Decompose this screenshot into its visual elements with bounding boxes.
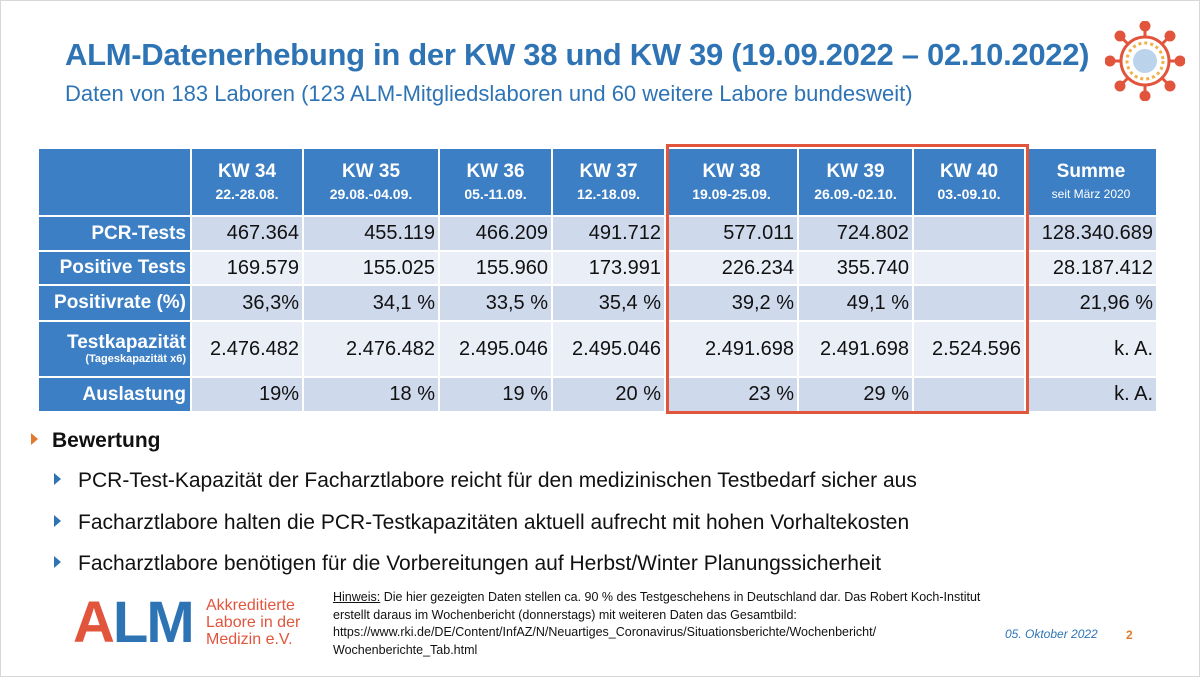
table-cell: 19% <box>192 378 302 411</box>
table-cell: 2.476.482 <box>192 322 302 376</box>
table-cell: 23 % <box>666 378 797 411</box>
table-cell: 19 % <box>440 378 551 411</box>
table-cell: 724.802 <box>799 217 912 250</box>
table-cell: 21,96 % <box>1026 286 1156 320</box>
hint-text: Hinweis: Die hier gezeigten Daten stelle… <box>333 590 981 657</box>
table-cell: 455.119 <box>304 217 438 250</box>
table-cell: 155.960 <box>440 252 551 284</box>
table-cell <box>914 252 1024 284</box>
row-label: Auslastung <box>39 378 190 411</box>
table-cell: 18 % <box>304 378 438 411</box>
alm-logo-mark: ALM <box>73 590 195 655</box>
table-cell: 2.495.046 <box>553 322 664 376</box>
table-cell: 29 % <box>799 378 912 411</box>
table-cell <box>914 286 1024 320</box>
row-label: Testkapazität (Tageskapazität x6) <box>39 322 190 376</box>
table-cell: k. A. <box>1026 378 1156 411</box>
column-header-summe: Summe seit März 2020 <box>1026 149 1156 215</box>
virus-icon <box>1105 21 1185 101</box>
slide-subtitle: Daten von 183 Laboren (123 ALM-Mitglieds… <box>65 81 913 106</box>
table-cell: 577.011 <box>666 217 797 250</box>
table-header-row: KW 34 22.-28.08. KW 35 29.08.-04.09. KW 36… <box>39 149 1156 215</box>
bullet-arrow-icon <box>54 515 61 527</box>
table-cell: 226.234 <box>666 252 797 284</box>
table-cell: 169.579 <box>192 252 302 284</box>
table-cell: 34,1 % <box>304 286 438 320</box>
table-cell: 49,1 % <box>799 286 912 320</box>
table-cell: 466.209 <box>440 217 551 250</box>
data-table: KW 34 22.-28.08. KW 35 29.08.-04.09. KW 36… <box>37 147 1158 413</box>
table-cell: 28.187.412 <box>1026 252 1156 284</box>
slide-title: ALM-Datenerhebung in der KW 38 und KW 39… <box>65 37 1090 72</box>
table-cell: 35,4 % <box>553 286 664 320</box>
table-row: PCR-Tests 467.364 455.119 466.209 491.71… <box>39 217 1156 250</box>
table-row: Auslastung 19% 18 % 19 % 20 % 23 % 29 % … <box>39 378 1156 411</box>
table-cell: 355.740 <box>799 252 912 284</box>
row-label: Positivrate (%) <box>39 286 190 320</box>
table-row: Testkapazität (Tageskapazität x6) 2.476.… <box>39 322 1156 376</box>
column-header: KW 37 12.-18.09. <box>553 149 664 215</box>
table-cell: 128.340.689 <box>1026 217 1156 250</box>
table-cell: 491.712 <box>553 217 664 250</box>
row-label: PCR-Tests <box>39 217 190 250</box>
table-corner <box>39 149 190 215</box>
bullet-arrow-icon <box>31 433 38 445</box>
footer-date: 05. Oktober 2022 <box>1005 627 1098 641</box>
table-cell: 20 % <box>553 378 664 411</box>
assessment-bullet: Facharztlabore halten die PCR-Testkapazi… <box>54 511 909 535</box>
table-row: Positive Tests 169.579 155.025 155.960 1… <box>39 252 1156 284</box>
table-cell: 173.991 <box>553 252 664 284</box>
column-header: KW 38 19.09-25.09. <box>666 149 797 215</box>
table-cell <box>914 378 1024 411</box>
table-cell <box>914 217 1024 250</box>
bullet-arrow-icon <box>54 556 61 568</box>
table-cell: 33,5 % <box>440 286 551 320</box>
alm-logo-text: Akkreditierte Labore in der Medizin e.V. <box>206 597 301 648</box>
column-header: KW 34 22.-28.08. <box>192 149 302 215</box>
table-cell: 2.491.698 <box>666 322 797 376</box>
table-cell: 2.476.482 <box>304 322 438 376</box>
table-cell: 467.364 <box>192 217 302 250</box>
table-cell: 36,3% <box>192 286 302 320</box>
table-cell: 2.491.698 <box>799 322 912 376</box>
column-header: KW 36 05.-11.09. <box>440 149 551 215</box>
column-header: KW 39 26.09.-02.10. <box>799 149 912 215</box>
bullet-arrow-icon <box>54 473 61 485</box>
assessment-bullet: Facharztlabore benötigen für die Vorbere… <box>54 552 881 576</box>
column-header: KW 40 03.-09.10. <box>914 149 1024 215</box>
row-label: Positive Tests <box>39 252 190 284</box>
table-cell: 155.025 <box>304 252 438 284</box>
table-cell: k. A. <box>1026 322 1156 376</box>
assessment-bullet: PCR-Test-Kapazität der Facharztlabore re… <box>54 469 917 493</box>
table-cell: 39,2 % <box>666 286 797 320</box>
column-header: KW 35 29.08.-04.09. <box>304 149 438 215</box>
page-number: 2 <box>1126 628 1133 642</box>
table-cell: 2.495.046 <box>440 322 551 376</box>
table-cell: 2.524.596 <box>914 322 1024 376</box>
assessment-heading: Bewertung <box>31 429 161 453</box>
table-row: Positivrate (%) 36,3% 34,1 % 33,5 % 35,4… <box>39 286 1156 320</box>
alm-logo: ALM Akkreditierte Labore in der Medizin … <box>73 590 323 655</box>
